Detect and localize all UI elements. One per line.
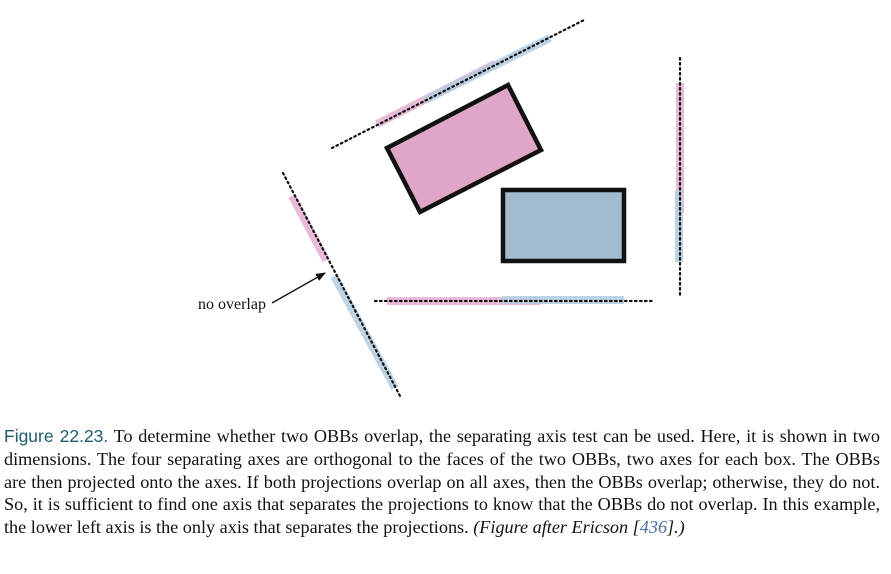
axis-top-diagonal [330, 17, 588, 150]
obb-blue [500, 187, 627, 264]
caption-credit: (Figure after Ericson [436].) [473, 517, 685, 538]
obb-separating-axis-figure: no overlap [198, 17, 684, 398]
figure-label: Figure 22.23. [4, 426, 109, 446]
caption-text: To determine whether two OBBs overlap, t… [4, 426, 881, 538]
axis-bottom-horizontal [373, 296, 657, 305]
axis-line-top [330, 17, 588, 150]
citation-link[interactable]: 436 [639, 517, 668, 538]
obb-pink [383, 81, 545, 216]
axis-right-vertical [675, 56, 684, 298]
figure-caption: Figure 22.23. To determine whether two O… [4, 425, 880, 539]
annotation-arrow [271, 272, 326, 304]
axis-separating-diagonal [281, 171, 402, 398]
annotation-no-overlap: no overlap [198, 296, 266, 313]
axis-line-separating [281, 171, 402, 398]
projection-blue-separating [330, 274, 399, 390]
projection-pink-separating [288, 194, 330, 262]
